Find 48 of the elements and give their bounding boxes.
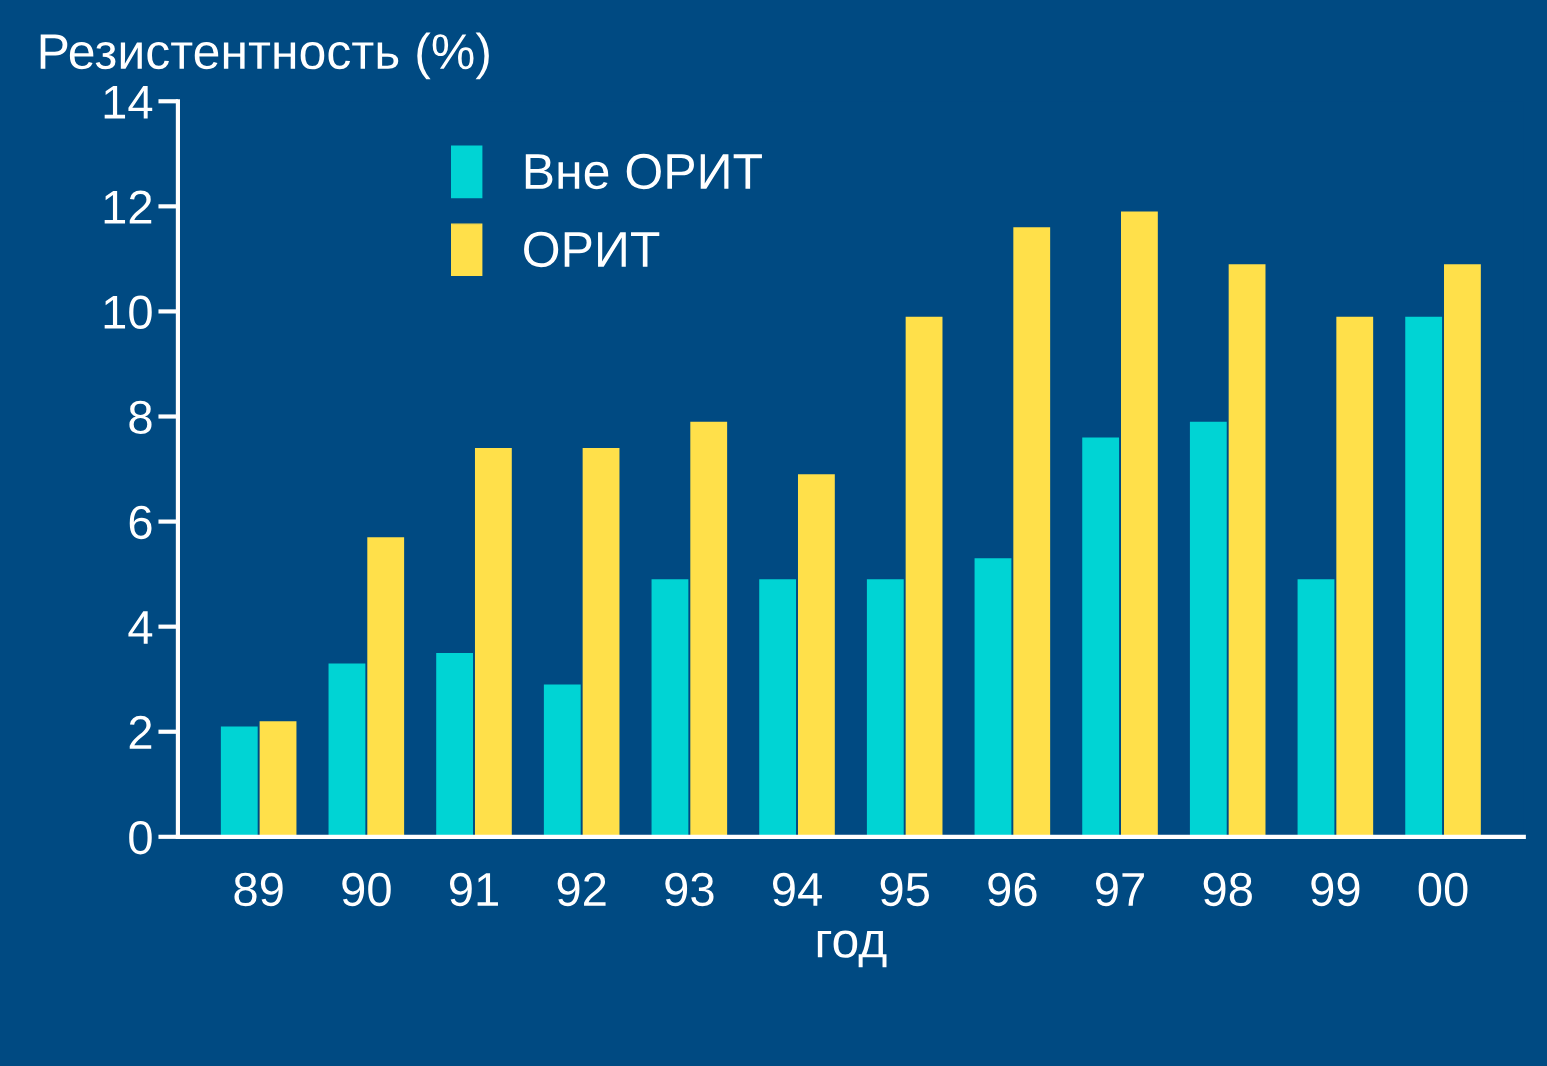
bar xyxy=(543,684,581,837)
bar xyxy=(1189,421,1227,837)
bar xyxy=(759,579,797,837)
bar xyxy=(582,448,620,837)
y-tick-label: 2 xyxy=(129,715,152,749)
bar xyxy=(866,579,904,837)
legend-label: ОРИТ xyxy=(524,231,660,268)
bar xyxy=(1013,227,1051,837)
legend-label: Вне ОРИТ xyxy=(525,153,762,190)
y-tick-label: 10 xyxy=(104,295,152,329)
x-axis-title: год xyxy=(817,930,887,968)
x-tick-label: 90 xyxy=(342,872,391,907)
bar xyxy=(367,537,405,837)
y-tick-label: 6 xyxy=(129,505,152,540)
bar xyxy=(1082,437,1120,837)
bar xyxy=(474,448,512,837)
y-tick-label: 0 xyxy=(129,820,152,855)
y-tick-label: 14 xyxy=(104,85,153,119)
x-tick-label: 89 xyxy=(234,872,283,907)
y-tick-label: 12 xyxy=(104,190,152,224)
bar xyxy=(1228,264,1266,837)
x-tick-label: 98 xyxy=(1203,872,1252,907)
x-tick-label: 94 xyxy=(772,872,822,907)
bar xyxy=(905,316,943,837)
bar xyxy=(1121,211,1158,837)
bar xyxy=(974,558,1012,837)
x-tick-label: 99 xyxy=(1311,872,1360,907)
x-tick-label: 95 xyxy=(880,872,929,907)
x-tick-label: 96 xyxy=(988,872,1037,907)
x-tick-label: 91 xyxy=(449,872,498,907)
y-tick-label: 4 xyxy=(128,611,153,644)
x-tick-label: 97 xyxy=(1095,872,1144,907)
bar xyxy=(220,726,258,837)
x-tick-label: 93 xyxy=(665,872,714,907)
bar xyxy=(1444,264,1481,837)
bar xyxy=(1297,579,1335,837)
bar xyxy=(436,652,474,837)
bar xyxy=(651,579,689,837)
bar xyxy=(1405,316,1443,837)
bar xyxy=(259,721,297,837)
x-tick-label: 92 xyxy=(557,872,606,907)
bar xyxy=(690,421,728,837)
x-tick-label: 00 xyxy=(1418,872,1468,907)
y-axis-title: Резистентность (%) xyxy=(40,32,489,80)
y-tick-label: 8 xyxy=(129,400,152,435)
bar xyxy=(797,474,835,837)
bar xyxy=(328,663,366,837)
bar xyxy=(1336,316,1374,837)
